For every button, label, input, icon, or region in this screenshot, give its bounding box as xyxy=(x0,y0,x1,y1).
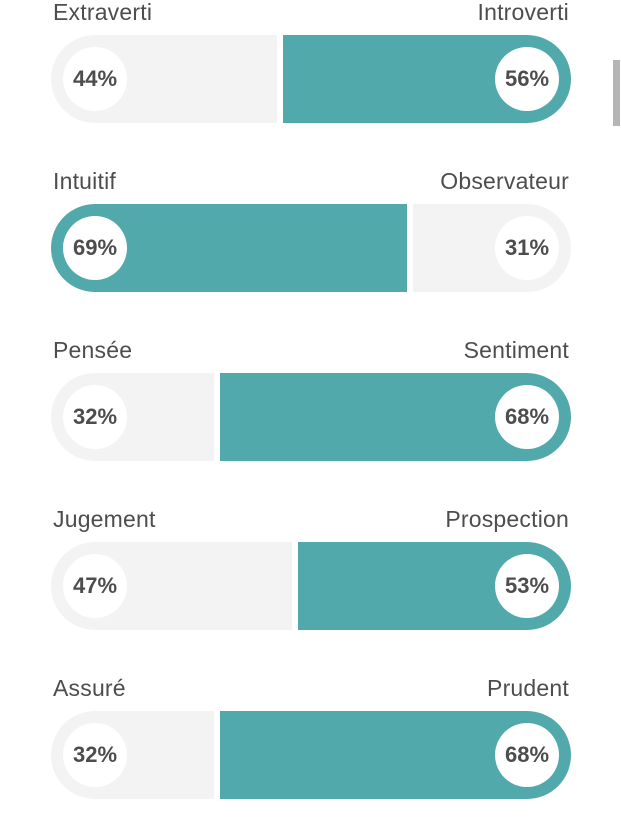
trait-right-percent: 31% xyxy=(495,216,559,280)
trait-left-label: Jugement xyxy=(53,506,156,532)
trait-right-percent: 53% xyxy=(495,554,559,618)
personality-traits: Extraverti Introverti 44% 56% Intuitif O… xyxy=(51,0,571,837)
trait-bar: 69% 31% xyxy=(51,204,571,292)
trait-labels: Intuitif Observateur xyxy=(51,161,571,201)
trait-left-label: Intuitif xyxy=(53,168,116,194)
scrollbar-thumb[interactable] xyxy=(613,60,620,126)
trait-right-label: Prudent xyxy=(487,675,569,701)
trait-pensee-sentiment: Pensée Sentiment 32% 68% xyxy=(51,330,571,499)
trait-left-percent: 44% xyxy=(63,47,127,111)
trait-jugement-prospection: Jugement Prospection 47% 53% xyxy=(51,499,571,668)
trait-right-label: Observateur xyxy=(440,168,569,194)
trait-right-label: Sentiment xyxy=(463,337,569,363)
trait-right-percent: 68% xyxy=(495,385,559,449)
trait-labels: Pensée Sentiment xyxy=(51,330,571,370)
trait-left-percent: 69% xyxy=(63,216,127,280)
trait-intuitif-observateur: Intuitif Observateur 69% 31% xyxy=(51,161,571,330)
trait-right-label: Prospection xyxy=(445,506,569,532)
trait-extraverti-introverti: Extraverti Introverti 44% 56% xyxy=(51,0,571,161)
trait-bar: 32% 68% xyxy=(51,711,571,799)
trait-left-percent: 32% xyxy=(63,723,127,787)
trait-assure-prudent: Assuré Prudent 32% 68% xyxy=(51,668,571,837)
trait-labels: Extraverti Introverti xyxy=(51,0,571,32)
trait-bar: 44% 56% xyxy=(51,35,571,123)
trait-left-label: Pensée xyxy=(53,337,133,363)
trait-left-label: Extraverti xyxy=(53,0,153,25)
trait-left-percent: 47% xyxy=(63,554,127,618)
trait-right-percent: 56% xyxy=(495,47,559,111)
trait-labels: Jugement Prospection xyxy=(51,499,571,539)
trait-right-label: Introverti xyxy=(477,0,569,25)
trait-left-label: Assuré xyxy=(53,675,126,701)
trait-labels: Assuré Prudent xyxy=(51,668,571,708)
trait-bar: 32% 68% xyxy=(51,373,571,461)
trait-bar: 47% 53% xyxy=(51,542,571,630)
trait-right-percent: 68% xyxy=(495,723,559,787)
trait-left-percent: 32% xyxy=(63,385,127,449)
